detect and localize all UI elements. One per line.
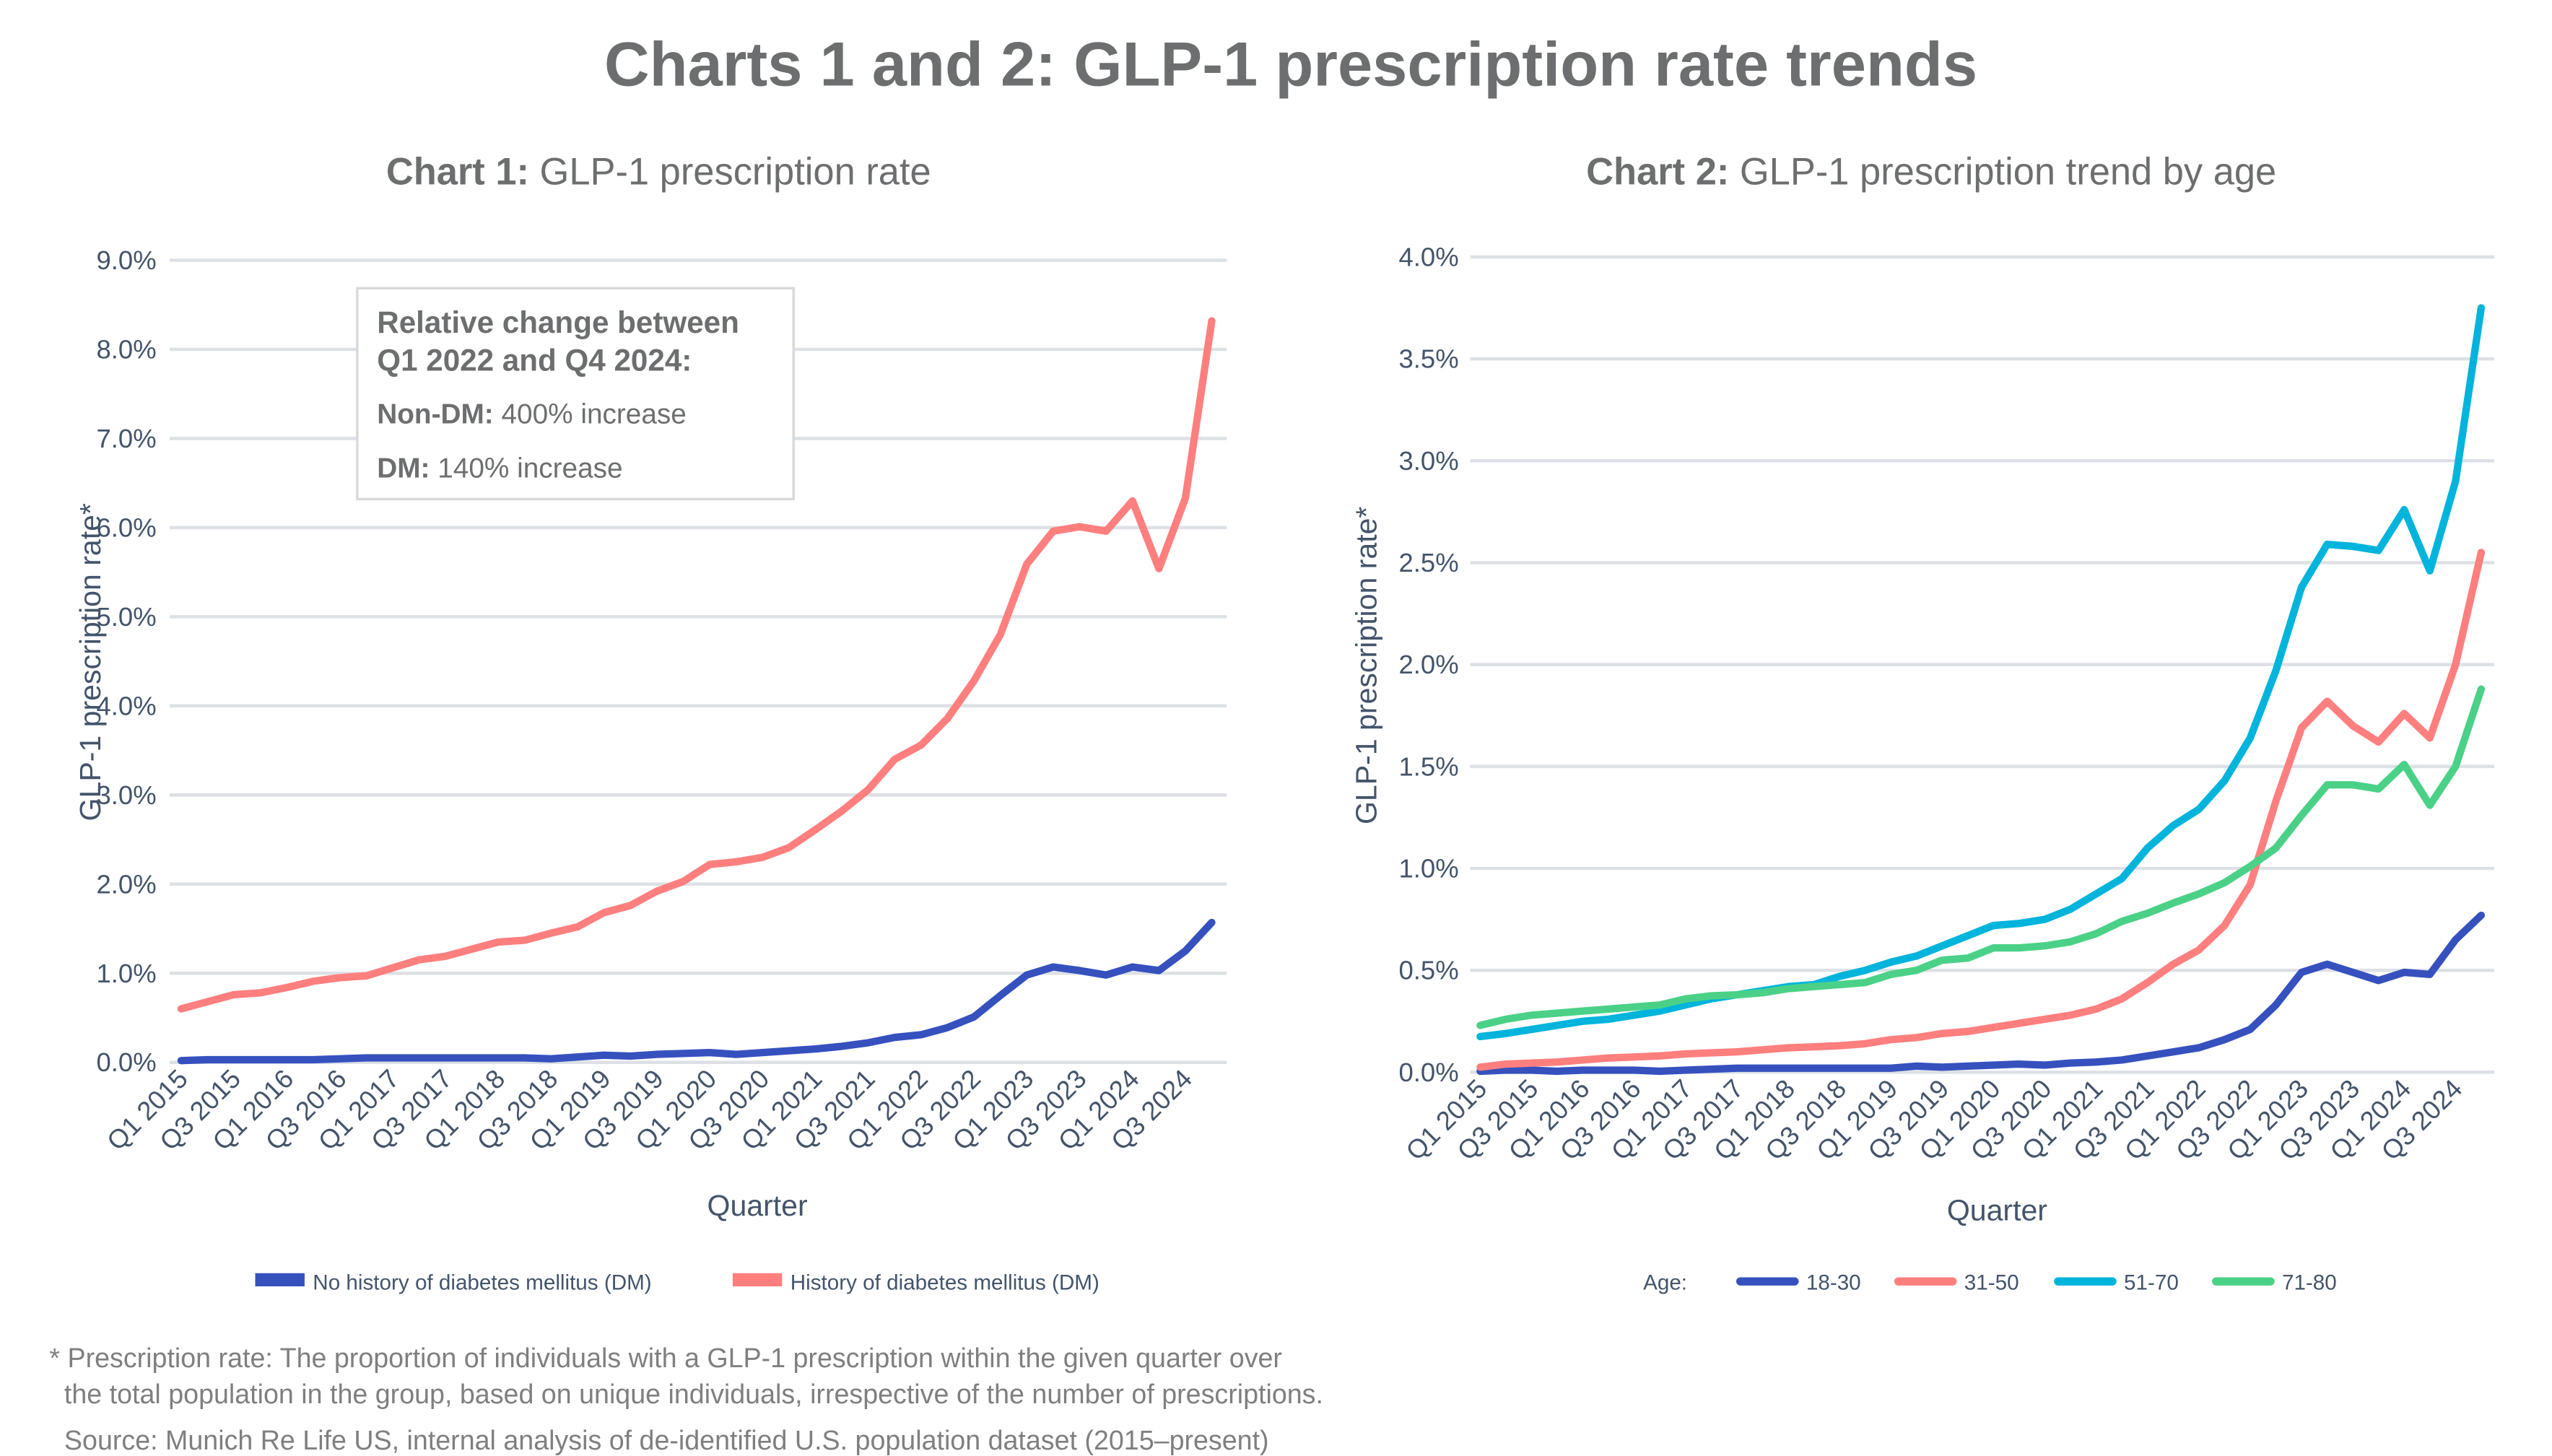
- legend-label: 51-70: [2124, 1271, 2179, 1295]
- chart-2-legend: 18-30 31-50 51-70 71-80 Age:: [1643, 1271, 2337, 1295]
- annotation-heading-2: Q1 2022 and Q4 2024:: [377, 343, 692, 377]
- y-tick-label: 0.0%: [97, 1047, 157, 1077]
- legend-label: 31-50: [1964, 1271, 2019, 1295]
- chart-2-title-text: GLP-1 prescription trend by age: [1729, 152, 2276, 193]
- y-tick-label: 3.0%: [97, 780, 157, 810]
- y-tick-label: 2.0%: [97, 869, 157, 899]
- footnote-line-1: * Prescription rate: The proportion of i…: [49, 1343, 1282, 1373]
- y-tick-label: 2.0%: [1398, 650, 1458, 679]
- y-tick-label: 0.0%: [1398, 1058, 1458, 1087]
- chart-1-y-axis-title: GLP-1 prescription rate*: [74, 503, 107, 821]
- y-tick-label: 2.5%: [1398, 548, 1458, 577]
- footnote-line-2: the total population in the group, based…: [64, 1379, 1323, 1409]
- chart-1-title-text: GLP-1 prescription rate: [529, 152, 931, 193]
- annotation-dm-label: DM:: [377, 453, 430, 484]
- series-line-51-70: [1476, 304, 2486, 1041]
- legend-label: History of diabetes mellitus (DM): [791, 1271, 1099, 1295]
- source-note: Source: Munich Re Life US, internal anal…: [64, 1425, 1269, 1455]
- annotation-heading-1: Relative change between: [377, 305, 739, 339]
- chart-2-series: [1476, 304, 2486, 1076]
- chart-2-title-bold: Chart 2:: [1586, 152, 1729, 193]
- y-tick-label: 3.5%: [1398, 344, 1458, 374]
- y-tick-label: 6.0%: [97, 513, 157, 542]
- y-tick-label: 4.0%: [97, 691, 157, 720]
- legend-swatch: [732, 1273, 783, 1286]
- y-tick-label: 1.5%: [1398, 751, 1458, 781]
- y-tick-label: 9.0%: [97, 245, 157, 275]
- legend-label: 18-30: [1806, 1271, 1861, 1295]
- annotation-frame: [356, 287, 795, 501]
- chart-1-x-axis-title: Quarter: [707, 1189, 808, 1222]
- legend-prefix: Age:: [1643, 1271, 1687, 1295]
- annotation-nondm-value: 400% increase: [494, 398, 687, 430]
- y-tick-label: 0.5%: [1398, 956, 1458, 985]
- chart-2-y-ticks: 0.0% 0.5% 1.0% 1.5% 2.0% 2.5% 3.0% 3.5% 4.0%: [1398, 242, 1458, 1086]
- annotation-dm: DM: 140% increase: [377, 453, 622, 484]
- chart-1-series: [177, 317, 1216, 1065]
- chart-1-title-bold: Chart 1:: [386, 152, 529, 193]
- chart-2: Chart 2: GLP-1 prescription trend by age…: [1350, 152, 2495, 1295]
- y-tick-label: 7.0%: [97, 424, 157, 453]
- chart-2-x-axis-title: Quarter: [1947, 1194, 2047, 1227]
- chart-1: Chart 1: GLP-1 prescription rate 0.0% 1.0…: [74, 152, 1227, 1295]
- annotation-nondm: Non-DM: 400% increase: [377, 398, 687, 430]
- annotation-box: Relative change between Q1 2022 and Q4 2…: [356, 287, 795, 501]
- y-tick-label: 8.0%: [97, 335, 157, 365]
- chart-1-title: Chart 1: GLP-1 prescription rate: [386, 152, 931, 193]
- y-tick-label: 5.0%: [97, 602, 157, 632]
- chart-2-title: Chart 2: GLP-1 prescription trend by age: [1586, 152, 2276, 193]
- y-tick-label: 1.0%: [1398, 854, 1458, 884]
- legend-label: No history of diabetes mellitus (DM): [313, 1271, 651, 1295]
- chart-1-legend: No history of diabetes mellitus (DM) Hist…: [255, 1271, 1099, 1295]
- chart-1-y-ticks: 0.0% 1.0% 2.0% 3.0% 4.0% 5.0% 6.0% 7.0% 8.0% 9.0%: [97, 245, 157, 1077]
- chart-2-gridlines: [1470, 255, 2495, 1074]
- annotation-nondm-label: Non-DM:: [377, 398, 493, 430]
- y-tick-label: 1.0%: [97, 959, 157, 988]
- series-line-31-50: [1476, 549, 2486, 1071]
- y-tick-label: 4.0%: [1398, 242, 1458, 271]
- legend-label: 71-80: [2282, 1271, 2337, 1295]
- series-line-18-30: [1476, 911, 2486, 1076]
- legend-swatch: [255, 1273, 305, 1286]
- series-line-no-history-of-diabetes-mellitus-dm-: [177, 918, 1216, 1065]
- series-line-71-80: [1476, 685, 2486, 1029]
- main-title: Charts 1 and 2: GLP-1 prescription rate …: [604, 30, 1977, 100]
- series-line-history-of-diabetes-mellitus-dm-: [177, 317, 1216, 1013]
- y-tick-label: 3.0%: [1398, 446, 1458, 476]
- annotation-dm-value: 140% increase: [430, 453, 622, 484]
- chart-2-y-axis-title: GLP-1 prescription rate*: [1350, 507, 1383, 824]
